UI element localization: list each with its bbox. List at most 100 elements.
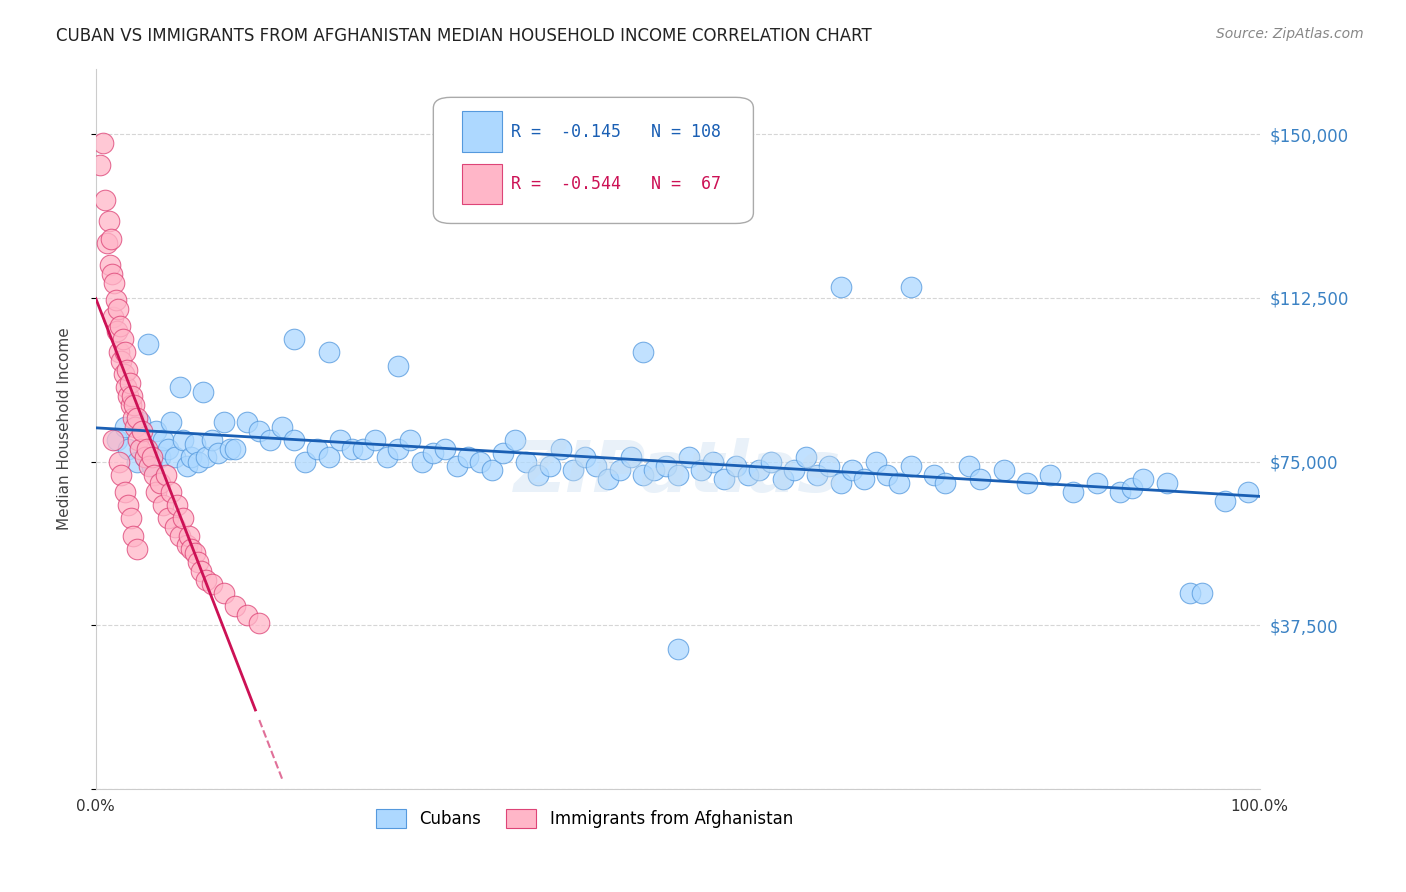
Point [183, 437, 205, 451]
Point [145, 424, 167, 438]
Point [180, 541, 202, 556]
Point [283, 332, 305, 346]
Point [218, 442, 240, 456]
Point [224, 442, 246, 456]
Point [1085, 476, 1108, 491]
Point [138, 458, 160, 473]
Y-axis label: Median Household Income: Median Household Income [58, 327, 72, 530]
Point [830, 280, 852, 294]
Point [364, 433, 387, 447]
Point [620, 450, 643, 465]
Point [108, 345, 131, 359]
Point [112, 368, 135, 382]
Point [117, 389, 139, 403]
Point [125, 455, 148, 469]
Point [105, 324, 128, 338]
Point [527, 467, 550, 482]
Point [841, 463, 863, 477]
Point [702, 455, 724, 469]
Point [97, 214, 120, 228]
Point [876, 467, 898, 482]
Point [180, 450, 202, 465]
Point [125, 541, 148, 556]
Point [678, 450, 700, 465]
Point [1237, 485, 1260, 500]
Point [830, 476, 852, 491]
Point [129, 442, 152, 456]
Point [259, 433, 281, 447]
Point [806, 467, 828, 482]
Point [631, 467, 654, 482]
Point [900, 458, 922, 473]
Point [195, 450, 218, 465]
Point [457, 450, 479, 465]
Point [160, 415, 183, 429]
Point [922, 467, 945, 482]
Point [141, 450, 163, 465]
Text: CUBAN VS IMMIGRANTS FROM AFGHANISTAN MEDIAN HOUSEHOLD INCOME CORRELATION CHART: CUBAN VS IMMIGRANTS FROM AFGHANISTAN MED… [56, 27, 872, 45]
Point [115, 380, 138, 394]
Point [690, 463, 713, 477]
Point [98, 258, 121, 272]
Point [934, 476, 956, 491]
Point [134, 450, 156, 465]
Point [120, 398, 142, 412]
Point [89, 158, 111, 172]
Point [149, 450, 172, 465]
Point [152, 498, 174, 512]
Point [176, 458, 198, 473]
Point [609, 463, 631, 477]
Point [329, 433, 352, 447]
Point [122, 398, 145, 412]
Point [1213, 494, 1236, 508]
Point [1015, 476, 1038, 491]
Point [247, 424, 270, 438]
Point [212, 415, 235, 429]
Point [201, 577, 224, 591]
Point [957, 458, 980, 473]
Point [492, 446, 515, 460]
Point [136, 442, 159, 456]
Point [993, 463, 1015, 477]
Point [160, 485, 183, 500]
Point [118, 376, 141, 390]
Point [104, 293, 127, 307]
Point [318, 450, 340, 465]
Point [411, 455, 433, 469]
Point [224, 599, 246, 613]
Point [1109, 485, 1132, 500]
Point [631, 345, 654, 359]
Point [422, 446, 444, 460]
Legend: Cubans, Immigrants from Afghanistan: Cubans, Immigrants from Afghanistan [370, 803, 800, 835]
Point [1178, 585, 1201, 599]
Point [550, 442, 572, 456]
Point [305, 442, 328, 456]
Point [271, 419, 294, 434]
Point [503, 433, 526, 447]
Point [172, 511, 194, 525]
Point [136, 336, 159, 351]
Point [134, 450, 156, 465]
Point [759, 455, 782, 469]
Point [772, 472, 794, 486]
FancyBboxPatch shape [463, 112, 502, 152]
Point [562, 463, 585, 477]
Point [596, 472, 619, 486]
Point [666, 642, 689, 657]
Point [191, 384, 214, 399]
Point [156, 442, 179, 456]
Point [110, 354, 132, 368]
Point [166, 498, 188, 512]
Point [865, 455, 887, 469]
Point [176, 538, 198, 552]
Point [122, 529, 145, 543]
Point [666, 467, 689, 482]
Point [724, 458, 747, 473]
Point [538, 458, 561, 473]
Point [852, 472, 875, 486]
Point [120, 511, 142, 525]
Point [107, 301, 129, 316]
Point [100, 232, 122, 246]
Point [115, 363, 138, 377]
Point [387, 359, 409, 373]
